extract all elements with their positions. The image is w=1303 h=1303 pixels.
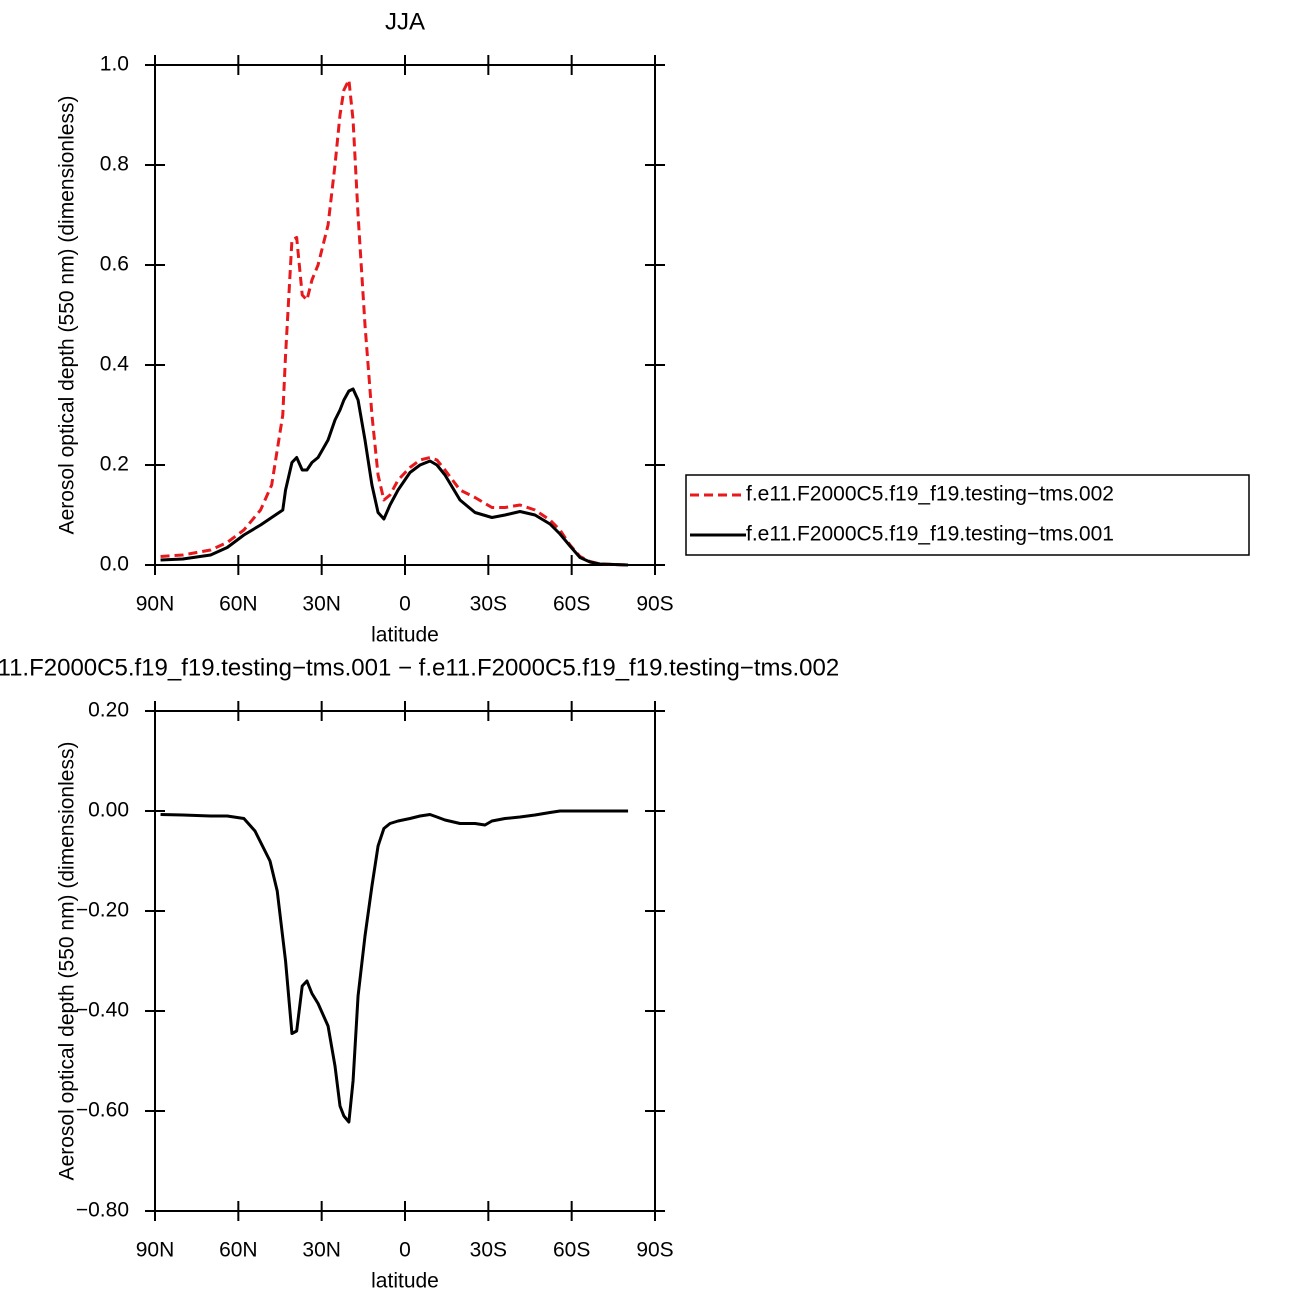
panel: JJA latitude Aerosol optical depth (550 nm…	[56, 8, 1250, 647]
chart-title: JJA	[385, 8, 425, 35]
legend: f.e11.F2000C5.f19_f19.testing−tms.002 f.e…	[685, 474, 1250, 556]
data-line	[160, 387, 629, 567]
x-tick-label: 90N	[136, 593, 175, 616]
y-tick-label: 0.6	[100, 253, 129, 276]
plot-frame	[154, 64, 656, 566]
y-axis-label: Aerosol optical depth (550 nm) (dimensio…	[56, 742, 79, 1181]
legend-box	[685, 474, 1250, 556]
legend-label: f.e11.F2000C5.f19_f19.testing−tms.002	[746, 483, 1114, 506]
data-line	[160, 809, 629, 1124]
x-tick-label: 90S	[636, 1239, 673, 1262]
x-axis-label: latitude	[371, 1270, 439, 1293]
x-tick-label: 60N	[219, 593, 258, 616]
x-tick-label: 0	[399, 1239, 411, 1262]
x-axis-label: latitude	[371, 624, 439, 647]
x-tick-label: 90N	[136, 1239, 175, 1262]
y-tick-label: −0.20	[76, 899, 129, 922]
y-tick-label: −0.80	[76, 1199, 129, 1222]
y-tick-label: 0.4	[100, 353, 130, 376]
y-tick-label: −0.40	[76, 999, 129, 1022]
x-tick-label: 30S	[470, 1239, 507, 1262]
x-tick-label: 60N	[219, 1239, 258, 1262]
y-axis-label: Aerosol optical depth (550 nm) (dimensio…	[56, 96, 79, 535]
plot-frame	[154, 710, 656, 1212]
y-tick-label: 0.20	[88, 699, 129, 722]
data-line	[160, 78, 629, 567]
x-tick-label: 90S	[636, 593, 673, 616]
y-tick-label: 1.0	[100, 53, 129, 76]
x-tick-label: 0	[399, 593, 411, 616]
y-tick-label: 0.0	[100, 553, 129, 576]
x-tick-label: 60S	[553, 1239, 590, 1262]
y-tick-label: 0.00	[88, 799, 129, 822]
x-tick-label: 30S	[470, 593, 507, 616]
legend-label: f.e11.F2000C5.f19_f19.testing−tms.001	[746, 523, 1114, 546]
x-tick-label: 60S	[553, 593, 590, 616]
y-tick-label: 0.8	[100, 153, 129, 176]
x-tick-label: 30N	[302, 593, 341, 616]
panel: f.e11.F2000C5.f19_f19.testing−tms.001 − …	[0, 654, 839, 1292]
x-tick-label: 30N	[302, 1239, 341, 1262]
chart-title: f.e11.F2000C5.f19_f19.testing−tms.001 − …	[0, 654, 839, 681]
y-tick-label: 0.2	[100, 453, 129, 476]
y-tick-label: −0.60	[76, 1099, 129, 1122]
